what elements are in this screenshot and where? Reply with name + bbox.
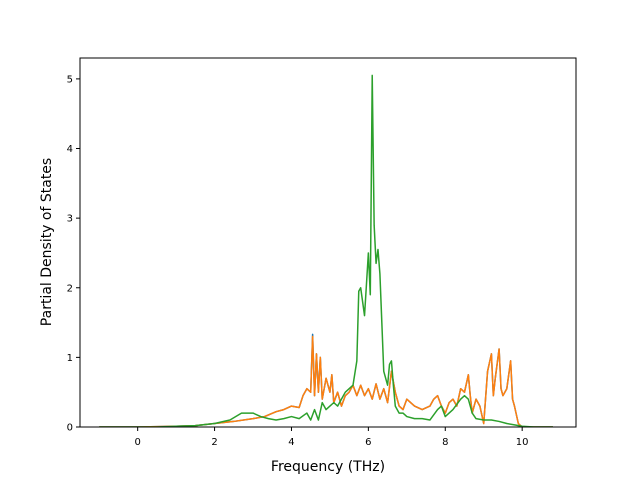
y-tick-label: 1	[67, 353, 73, 364]
y-tick-label: 4	[67, 144, 73, 155]
x-axis-label: Frequency (THz)	[271, 459, 385, 475]
axes-frame	[79, 57, 577, 428]
y-tick-label: 3	[67, 214, 73, 225]
x-tick-label: 0	[134, 437, 140, 448]
y-tick-label: 2	[67, 283, 73, 294]
x-tick-label: 6	[365, 437, 371, 448]
x-tick-label: 10	[516, 437, 529, 448]
series-line-3	[99, 74, 553, 427]
x-tick-label: 8	[442, 437, 448, 448]
x-tick-label: 4	[288, 437, 294, 448]
y-axis-label: Partial Density of States	[39, 158, 55, 326]
y-axis: 0 1 2 3 4 5	[67, 74, 80, 434]
series-line-2	[99, 335, 553, 427]
y-tick-label: 5	[67, 74, 73, 85]
y-tick-label: 0	[67, 423, 73, 434]
x-tick-label: 2	[211, 437, 217, 448]
plot-area	[99, 74, 553, 427]
x-axis: 0 2 4 6 8 10	[134, 427, 529, 448]
